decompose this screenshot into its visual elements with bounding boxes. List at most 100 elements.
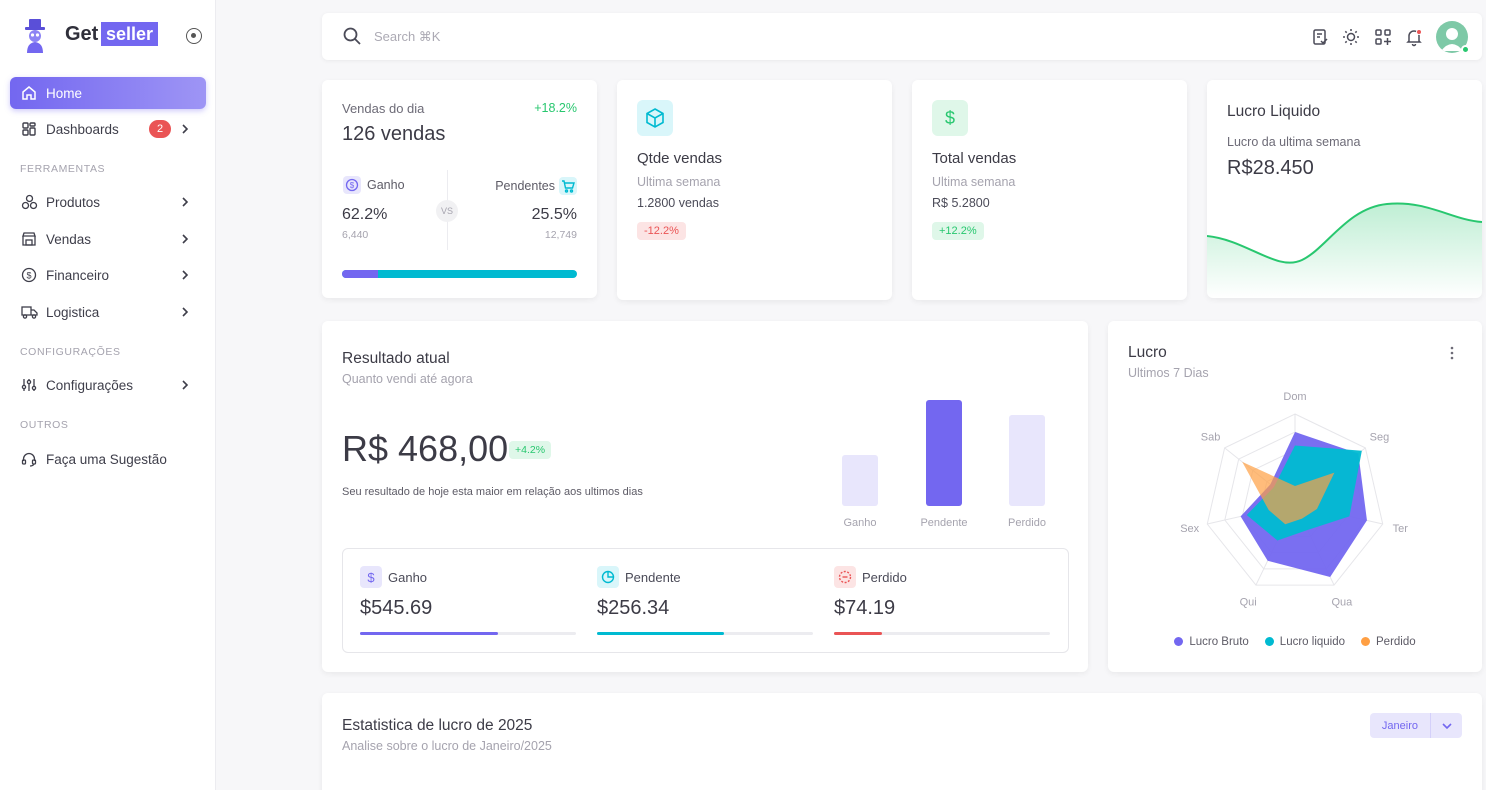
total-vendas-card: $ Total vendas Ultima semana R$ 5.2800 +… <box>912 80 1187 300</box>
online-status-dot <box>1461 45 1470 54</box>
ganho-item-value: $545.69 <box>360 597 433 619</box>
sidebar-item-label: Faça uma Sugestão <box>46 451 167 467</box>
svg-text:$: $ <box>367 570 375 584</box>
top-navbar <box>322 13 1482 60</box>
search-input[interactable] <box>374 25 674 47</box>
truck-icon <box>20 303 38 321</box>
bar-pendente <box>926 400 962 506</box>
sidebar-item-configuracoes[interactable]: Configurações <box>10 369 206 401</box>
dashboards-count-badge: 2 <box>149 120 171 138</box>
svg-text:$: $ <box>26 271 31 281</box>
user-avatar-icon <box>1441 28 1463 51</box>
total-vendas-sub: Ultima semana <box>932 175 1016 189</box>
cart-icon <box>559 177 577 195</box>
pendente-item-label: Pendente <box>625 570 681 585</box>
ganho-number: 6,440 <box>342 229 369 241</box>
vendas-dia-growth: +18.2% <box>534 101 577 115</box>
resultado-badge: +4.2% <box>509 441 552 459</box>
settings-sliders-icon <box>20 376 38 394</box>
boxes-icon <box>20 193 38 211</box>
search-icon[interactable] <box>342 26 362 46</box>
section-title-outros: OUTROS <box>20 419 69 431</box>
brand-logo-area[interactable]: Get seller <box>22 18 159 54</box>
chevron-right-icon <box>182 124 189 134</box>
lucro-sub: Ultimos 7 Dias <box>1128 366 1209 380</box>
total-vendas-title: Total vendas <box>932 150 1017 167</box>
brand-logo-icon <box>25 19 45 53</box>
pendentes-label: Pendentes <box>495 179 555 193</box>
resultado-sub: Quanto vendi até agora <box>342 372 473 386</box>
lucro-liquido-card: Lucro Liquido Lucro da ultima semana R$2… <box>1207 80 1482 298</box>
ganho-dollar-icon: $ <box>343 176 361 194</box>
vendas-dia-card: Vendas do dia +18.2% 126 vendas $ Ganho … <box>322 80 597 298</box>
apps-grid-icon[interactable] <box>1373 27 1393 47</box>
sidebar-item-produtos[interactable]: Produtos <box>10 186 206 218</box>
perdido-item-value: $74.19 <box>834 597 896 619</box>
lucro-radar-chart: Dom Seg Ter Qua Qui Sex Sab <box>1180 391 1409 608</box>
total-vendas-badge: +12.2% <box>932 222 984 240</box>
resultado-title: Resultado atual <box>342 350 450 367</box>
qtde-vendas-card: Qtde vendas Ultima semana 1.2800 vendas … <box>617 80 892 300</box>
chevron-down-icon[interactable] <box>1430 713 1462 738</box>
ganho-progress-track <box>360 632 576 635</box>
radar-series-perdido <box>1242 461 1335 525</box>
estatistica-sub: Analise sobre o lucro de Janeiro/2025 <box>342 739 552 753</box>
sun-icon[interactable] <box>1341 27 1361 47</box>
radar-axis-label: Ter <box>1393 523 1409 535</box>
clipboard-check-icon[interactable] <box>1310 27 1330 47</box>
qtde-vendas-sub: Ultima semana <box>637 175 721 189</box>
dollar-circle-icon: $ <box>20 266 38 284</box>
cube-icon <box>637 100 673 136</box>
sidebar-item-label: Produtos <box>46 194 101 210</box>
dollar-icon: $ <box>360 566 382 588</box>
estatistica-card: Estatistica de lucro de 2025 Analise sob… <box>322 693 1482 790</box>
bar-ganho <box>842 455 878 506</box>
ganho-item-label: Ganho <box>388 570 428 585</box>
sidebar-item-label: Home <box>46 85 83 101</box>
sidebar-item-vendas[interactable]: Vendas <box>10 223 206 255</box>
sidebar-item-financeiro[interactable]: $ Financeiro <box>10 259 206 291</box>
resultado-value: R$ 468,00 <box>342 428 509 469</box>
qtde-vendas-title: Qtde vendas <box>637 150 723 167</box>
vs-badge: VS <box>436 200 458 222</box>
lucro-liquido-value: R$28.450 <box>1227 157 1314 179</box>
bar-label-perdido: Perdido <box>1008 517 1046 529</box>
dollar-icon: $ <box>932 100 968 136</box>
more-vertical-icon[interactable] <box>1450 346 1454 360</box>
pendente-progress-track <box>597 632 813 635</box>
ganho-progress-fill <box>360 632 499 635</box>
pendente-progress-fill <box>597 632 725 635</box>
sidebar-item-logistica[interactable]: Logistica <box>10 296 206 328</box>
chevron-right-icon <box>182 197 189 207</box>
sidebar-item-sugestao[interactable]: Faça uma Sugestão <box>10 443 206 475</box>
chevron-right-icon <box>182 380 189 390</box>
pendentes-percent: 25.5% <box>531 206 577 223</box>
vendas-dia-label: Vendas do dia <box>342 101 425 116</box>
pendentes-number: 12,749 <box>544 229 577 241</box>
bar-label-ganho: Ganho <box>843 517 877 529</box>
sidebar-item-label: Vendas <box>46 231 92 247</box>
lucro-liquido-title: Lucro Liquido <box>1227 103 1321 120</box>
sidebar-item-label: Configurações <box>46 377 134 393</box>
resultado-description: Seu resultado de hoje esta maior em rela… <box>342 486 643 498</box>
qtde-vendas-value: 1.2800 vendas <box>637 196 720 210</box>
brand-get-text: Get <box>65 23 99 45</box>
month-select[interactable]: Janeiro <box>1369 713 1462 738</box>
qtde-vendas-badge: -12.2% <box>637 222 686 240</box>
legend-label: Perdido <box>1376 636 1416 648</box>
bell-icon[interactable] <box>1404 27 1424 47</box>
bar-perdido <box>1009 414 1045 506</box>
svg-text:$: $ <box>945 108 955 128</box>
sidebar-item-home[interactable]: Home <box>10 77 206 109</box>
perdido-progress-track <box>834 632 1050 635</box>
month-select-value[interactable]: Janeiro <box>1369 713 1430 738</box>
lost-circle-icon <box>834 566 856 588</box>
chevron-right-icon <box>182 270 189 280</box>
sidebar-collapse-icon[interactable] <box>186 28 202 44</box>
sidebar-item-dashboards[interactable]: Dashboards 2 <box>10 113 206 145</box>
pie-chart-icon <box>597 566 619 588</box>
radar-axis-label: Sex <box>1180 523 1199 535</box>
legend-label: Lucro Bruto <box>1189 636 1249 648</box>
lucro-radar-card: Lucro Ultimos 7 Dias Dom Seg Ter Qua Qui Sex S… <box>1108 321 1482 672</box>
pendente-item-value: $256.34 <box>597 597 670 619</box>
